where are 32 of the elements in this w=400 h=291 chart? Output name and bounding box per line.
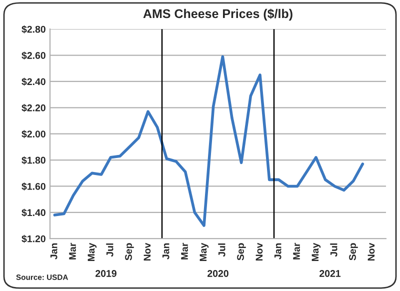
x-tick-label: Jul (106, 243, 114, 257)
x-tick-label: Sep (237, 243, 246, 260)
x-tick-label: May (312, 242, 321, 262)
x-tick-label: Jan (274, 243, 282, 260)
x-tick-label: Sep (349, 243, 358, 260)
x-tick-label: Nov (256, 242, 263, 260)
y-tick-label: $1.40 (22, 208, 46, 217)
y-tick-label: $2.20 (22, 104, 46, 112)
x-tick-label: Jan (162, 243, 170, 260)
y-tick-label: $1.60 (22, 182, 46, 190)
y-tick-label: $2.80 (22, 25, 46, 34)
x-tick-label: Jan (50, 243, 58, 260)
y-tick-label: $2.40 (22, 78, 46, 86)
x-tick-label: Nov (144, 242, 151, 260)
text: 2020 (208, 270, 228, 277)
line-series (53, 55, 364, 227)
x-tick-label: Mar (69, 242, 76, 260)
chart-title: AMS Cheese Prices ($/lb) (143, 8, 292, 21)
y-tick-label: $2.00 (22, 130, 46, 138)
y-tick-label: $2.60 (22, 52, 46, 60)
x-tick-label: Jul (330, 243, 338, 257)
x-tick-label: Mar (181, 242, 188, 260)
x-tick-label: Mar (293, 242, 300, 260)
x-tick-label: Nov (368, 242, 375, 260)
x-tick-label: Sep (125, 243, 134, 260)
x-tick-label: May (88, 242, 97, 262)
text: 2019 (96, 270, 116, 277)
y-tick-label: $1.80 (22, 156, 46, 164)
x-tick-label: May (200, 242, 209, 262)
text: 2021 (320, 270, 341, 277)
y-tick-label: $1.20 (22, 234, 46, 243)
x-tick-label: Jul (218, 243, 226, 257)
